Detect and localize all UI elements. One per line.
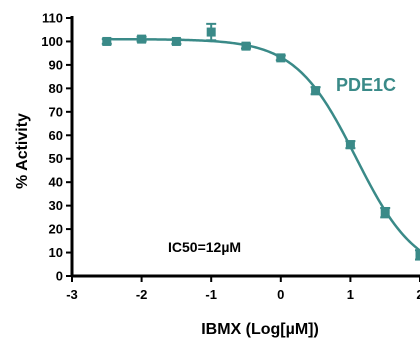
y-tick-label: 110 xyxy=(42,11,63,26)
y-tick-label: 0 xyxy=(56,269,63,284)
ic50-annotation: IC50=12µM xyxy=(168,239,241,255)
x-tick-label: -1 xyxy=(205,287,217,302)
x-axis-title: IBMX (Log[µM]) xyxy=(201,321,319,338)
data-point xyxy=(172,37,181,46)
data-point xyxy=(102,37,111,46)
data-point xyxy=(416,250,420,259)
data-point xyxy=(381,208,390,217)
data-point xyxy=(276,53,285,62)
data-point xyxy=(207,28,216,37)
data-point xyxy=(242,42,251,51)
y-tick-label: 70 xyxy=(49,104,63,119)
data-point xyxy=(137,35,146,44)
y-tick-label: 20 xyxy=(49,222,63,237)
y-tick-label: 50 xyxy=(49,151,63,166)
y-tick-label: 40 xyxy=(49,175,63,190)
fit-curve xyxy=(107,39,420,259)
x-tick-label: 1 xyxy=(347,287,354,302)
y-tick-label: 90 xyxy=(49,57,63,72)
y-tick-label: 10 xyxy=(49,245,63,260)
x-tick-label: 2 xyxy=(416,287,420,302)
data-point xyxy=(346,140,355,149)
x-tick-label: 0 xyxy=(277,287,284,302)
y-tick-label: 60 xyxy=(49,128,63,143)
data-point xyxy=(311,86,320,95)
y-axis-title: % Activity xyxy=(14,113,31,189)
y-tick-label: 80 xyxy=(49,81,63,96)
y-tick-label: 30 xyxy=(49,198,63,213)
x-tick-label: -3 xyxy=(66,287,78,302)
y-tick-label: 100 xyxy=(41,34,63,49)
x-tick-label: -2 xyxy=(136,287,148,302)
series-label: PDE1C xyxy=(336,75,396,95)
